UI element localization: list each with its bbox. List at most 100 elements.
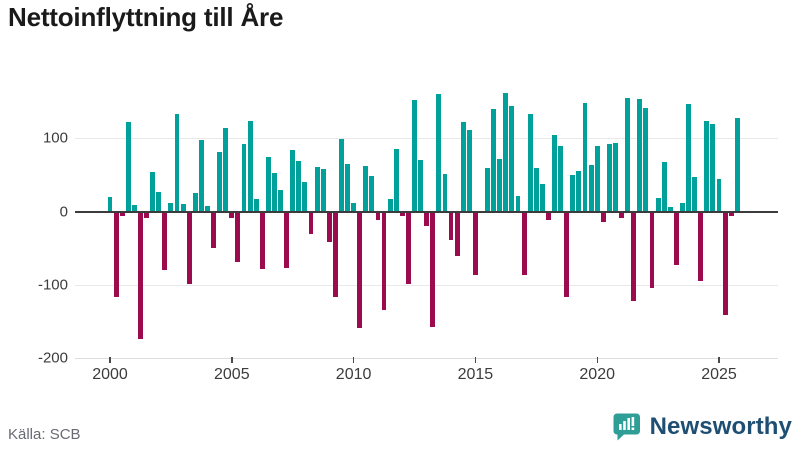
- bar: [223, 128, 229, 212]
- bar: [235, 211, 241, 263]
- bar: [192, 192, 198, 212]
- x-axis-tick: [474, 357, 477, 364]
- logo-bar-medium: [622, 421, 626, 430]
- bar: [338, 139, 344, 212]
- bar: [119, 211, 125, 217]
- bar: [296, 161, 302, 212]
- logo-bar-tall: [627, 418, 630, 430]
- newsworthy-logo-icon: [613, 413, 640, 441]
- bar: [680, 202, 685, 212]
- logo-bar-small: [618, 424, 622, 430]
- bar: [655, 197, 661, 212]
- bar: [332, 211, 338, 298]
- bar: [472, 211, 478, 275]
- bar: [582, 103, 588, 212]
- bar: [113, 211, 119, 297]
- bar: [144, 211, 149, 218]
- bar: [278, 190, 283, 212]
- bar: [710, 123, 716, 212]
- bar: [521, 211, 527, 276]
- bar: [588, 164, 594, 212]
- bar: [600, 211, 606, 222]
- bar: [734, 117, 740, 212]
- bar: [399, 211, 405, 217]
- bar: [698, 211, 704, 281]
- bar: [448, 211, 454, 241]
- bar: [387, 198, 393, 212]
- bar: [217, 151, 223, 212]
- bar: [290, 150, 296, 212]
- y-axis-tick-label: -100: [37, 276, 68, 294]
- bar: [430, 211, 436, 327]
- bar: [211, 211, 216, 249]
- bar: [320, 169, 326, 212]
- x-axis-tick-label: 2015: [457, 366, 494, 383]
- bar: [509, 106, 515, 212]
- bar: [229, 211, 235, 218]
- bar: [594, 146, 600, 212]
- x-axis-tick: [231, 357, 233, 364]
- y-axis-tick-label: 0: [59, 203, 68, 221]
- bar: [247, 120, 253, 212]
- bar: [412, 99, 417, 212]
- x-axis-tick-label: 2025: [701, 366, 737, 383]
- y-axis-tick-label: 100: [42, 129, 68, 147]
- bar: [503, 92, 509, 212]
- bar: [180, 203, 186, 212]
- bar: [259, 211, 265, 269]
- bar: [314, 167, 320, 212]
- bar: [539, 183, 545, 212]
- bar: [265, 156, 271, 212]
- bar: [497, 158, 503, 212]
- logo-exclamation-dot: [631, 427, 634, 430]
- x-axis-tick: [109, 357, 111, 364]
- bar: [198, 139, 204, 212]
- bar: [606, 144, 612, 212]
- bar: [485, 167, 491, 212]
- bar: [253, 198, 259, 212]
- bar: [637, 98, 643, 212]
- bar: [643, 108, 649, 212]
- bar: [692, 176, 698, 212]
- newsworthy-logo[interactable]: Newsworthy: [611, 411, 792, 442]
- bar: [613, 142, 618, 212]
- chart-title: Nettoinflyttning till Åre: [8, 2, 284, 32]
- bar: [204, 205, 210, 212]
- zero-axis-line: [75, 210, 778, 213]
- bar: [107, 197, 113, 212]
- bar: [546, 211, 551, 220]
- gridline: [75, 357, 778, 359]
- bar: [150, 172, 156, 212]
- y-axis-tick-label: -200: [37, 349, 68, 367]
- bar: [722, 211, 728, 316]
- bar: [649, 211, 655, 288]
- newsworthy-logo-text: Newsworthy: [649, 412, 792, 440]
- bar: [552, 134, 557, 212]
- bar: [686, 103, 691, 212]
- bar: [405, 211, 411, 284]
- bar: [728, 211, 734, 217]
- bar: [515, 195, 521, 212]
- bar: [308, 211, 314, 235]
- source-credit: Källa: SCB: [8, 426, 81, 443]
- x-axis-tick: [718, 357, 720, 364]
- bar: [345, 164, 350, 212]
- bar: [381, 211, 387, 310]
- bar: [491, 109, 497, 212]
- bar: [363, 165, 369, 212]
- bar: [442, 174, 448, 212]
- bar: [619, 211, 624, 218]
- bar: [631, 211, 637, 302]
- bar: [454, 211, 460, 257]
- bar: [625, 98, 631, 212]
- bar: [460, 122, 466, 212]
- bar: [558, 146, 564, 212]
- x-axis-tick-label: 2005: [214, 366, 250, 383]
- bar: [168, 202, 174, 212]
- bar: [661, 161, 667, 212]
- gridline: [75, 137, 778, 139]
- bar: [125, 121, 131, 212]
- bar: [424, 211, 430, 227]
- logo-exclamation-bar: [631, 417, 634, 426]
- bar: [533, 168, 539, 212]
